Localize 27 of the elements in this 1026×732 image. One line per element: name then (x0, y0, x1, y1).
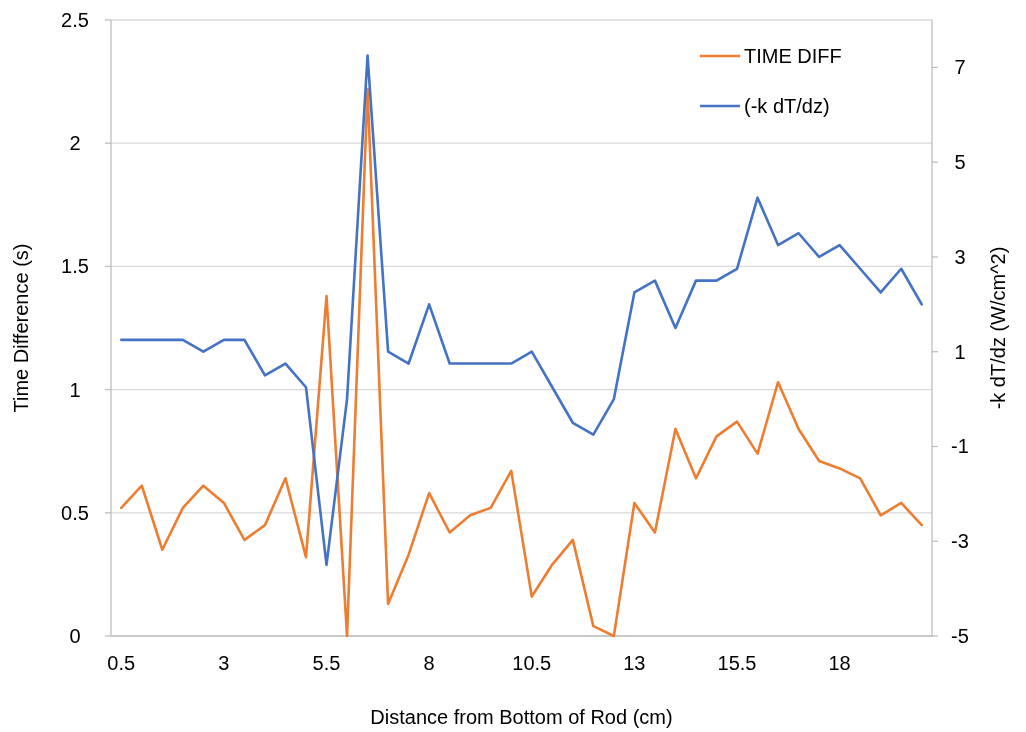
y2-tick-label: -3 (951, 530, 969, 553)
y2-tick-label: -1 (951, 435, 969, 458)
y-tick-label: 2.5 (61, 9, 89, 31)
y2-tick-label: 7 (954, 56, 966, 79)
y2-axis-title: -k dT/dz (W/cm^2) (987, 246, 1009, 410)
x-tick-label: 5.5 (312, 652, 341, 674)
y2-tick-label: 3 (954, 245, 966, 268)
y-tick-label: 2 (69, 132, 81, 155)
line-series (119, 87, 924, 638)
x-tick-label: 13 (623, 652, 646, 674)
legend-label: TIME DIFF (744, 45, 842, 67)
x-tick-label: 3 (218, 652, 230, 674)
y2-tick-label: 1 (954, 340, 966, 363)
x-tick-label: 15.5 (717, 652, 757, 674)
y-tick-label: 0.5 (61, 501, 89, 524)
x-tick-label: 10.5 (512, 652, 552, 674)
x-tick-label: 8 (423, 652, 435, 674)
legend-label: (-k dT/dz) (744, 95, 830, 117)
y-tick-label: 0 (69, 625, 81, 647)
x-tick-label: 18 (828, 652, 851, 674)
y-axis-title: Time Difference (s) (10, 243, 32, 413)
y2-tick-label: -5 (951, 625, 969, 647)
x-axis-title: Distance from Bottom of Rod (cm) (370, 706, 673, 728)
y2-tick-label: 5 (954, 151, 966, 174)
y-tick-label: 1 (69, 378, 81, 401)
x-tick-label: 0.5 (107, 652, 136, 674)
y-tick-label: 1.5 (61, 255, 89, 278)
